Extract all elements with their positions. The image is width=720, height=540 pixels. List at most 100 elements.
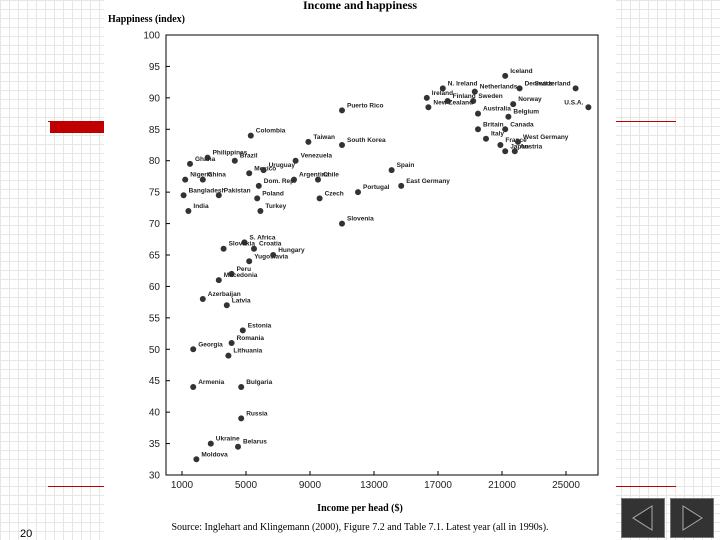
point-label: Belgium bbox=[513, 109, 539, 116]
data-point bbox=[470, 98, 477, 104]
point-label: New Zealand bbox=[433, 99, 473, 106]
data-point bbox=[502, 72, 509, 79]
data-point bbox=[228, 270, 235, 277]
point-label: Ireland bbox=[432, 90, 453, 97]
y-tick-label: 35 bbox=[149, 439, 161, 450]
point-label: Estonia bbox=[248, 322, 272, 329]
point-label: Bulgaria bbox=[246, 379, 272, 386]
point-label: Puerto Rico bbox=[347, 102, 384, 109]
data-point bbox=[215, 277, 222, 284]
y-axis-ticks: 30 35 40 45 50 55 60 65 70 75 80 85 90 95 100 bbox=[143, 31, 170, 482]
data-point bbox=[305, 138, 312, 145]
data-point bbox=[444, 98, 451, 104]
chart-figure: Income and happiness Happiness (index) 3… bbox=[104, 0, 616, 540]
y-tick-label: 55 bbox=[149, 313, 161, 324]
data-point bbox=[187, 160, 193, 167]
x-tick-label: 5000 bbox=[235, 480, 258, 491]
point-label: West Germany bbox=[523, 134, 569, 141]
point-label: Denmark bbox=[525, 80, 553, 87]
point-label: Peru bbox=[237, 266, 251, 273]
point-label: Slovakia bbox=[229, 241, 256, 248]
data-point bbox=[235, 443, 241, 450]
data-point bbox=[585, 104, 592, 111]
y-axis-title: Happiness (index) bbox=[108, 14, 185, 25]
data-point bbox=[255, 182, 262, 189]
point-label: Macedonia bbox=[224, 272, 258, 279]
point-label: Italy bbox=[491, 131, 504, 138]
data-point bbox=[225, 352, 232, 359]
data-point bbox=[185, 208, 192, 214]
point-label: Finland bbox=[453, 93, 476, 100]
data-point bbox=[207, 440, 214, 447]
data-point bbox=[239, 327, 246, 334]
point-label: Ghana bbox=[195, 156, 216, 163]
point-label: N. Ireland bbox=[448, 80, 478, 87]
point-label: Japan bbox=[510, 143, 529, 150]
point-label: Croatia bbox=[259, 241, 282, 248]
data-point bbox=[247, 132, 254, 139]
point-label: Russia bbox=[246, 410, 268, 417]
point-label: Australia bbox=[483, 106, 511, 113]
data-point bbox=[199, 176, 206, 183]
x-tick-label: 13000 bbox=[360, 480, 388, 491]
point-label: Canada bbox=[510, 121, 534, 128]
point-label: Poland bbox=[262, 190, 284, 197]
data-point bbox=[228, 340, 235, 346]
y-tick-label: 45 bbox=[149, 376, 161, 387]
data-point bbox=[316, 195, 323, 202]
point-label: Hungary bbox=[278, 247, 305, 254]
data-point bbox=[190, 384, 197, 390]
point-label: Iceland bbox=[510, 68, 532, 75]
y-tick-label: 85 bbox=[149, 125, 161, 136]
data-point bbox=[505, 113, 512, 120]
data-point bbox=[475, 126, 481, 133]
point-label: Lithuania bbox=[233, 348, 262, 355]
data-point bbox=[251, 245, 257, 252]
slide-number: 20 bbox=[20, 528, 33, 540]
point-label: Norway bbox=[518, 96, 542, 103]
data-point bbox=[439, 85, 446, 92]
data-point bbox=[231, 157, 238, 164]
point-label: Netherlands bbox=[480, 84, 518, 91]
data-point bbox=[238, 384, 245, 390]
data-point bbox=[388, 167, 395, 174]
point-label: Latvia bbox=[232, 297, 251, 304]
data-point bbox=[238, 415, 245, 422]
data-point bbox=[510, 101, 517, 108]
data-point bbox=[292, 157, 299, 164]
data-point bbox=[291, 176, 297, 183]
data-point bbox=[515, 138, 521, 145]
point-label: Ukraine bbox=[216, 436, 240, 443]
y-tick-label: 95 bbox=[149, 62, 161, 73]
point-label: Azerbaijan bbox=[208, 291, 241, 298]
data-point bbox=[511, 148, 518, 155]
data-point bbox=[502, 148, 509, 155]
data-point bbox=[425, 104, 432, 111]
data-point bbox=[398, 182, 405, 189]
triangle-right-icon bbox=[682, 505, 703, 531]
point-label: Czech bbox=[325, 190, 344, 197]
data-point bbox=[204, 154, 211, 161]
point-label: Romania bbox=[237, 335, 265, 342]
point-label: Moldova bbox=[201, 451, 228, 458]
previous-slide-button[interactable] bbox=[621, 498, 665, 538]
y-tick-label: 40 bbox=[149, 408, 161, 419]
point-label: Portugal bbox=[363, 184, 390, 191]
next-slide-button[interactable] bbox=[670, 498, 714, 538]
point-label: Pakistan bbox=[224, 187, 251, 194]
y-tick-label: 65 bbox=[149, 251, 161, 262]
point-label: Spain bbox=[397, 162, 415, 169]
x-tick-label: 25000 bbox=[552, 480, 580, 491]
point-label: U.S.A. bbox=[564, 99, 583, 106]
point-label: Chile bbox=[323, 172, 339, 179]
point-label: East Germany bbox=[406, 178, 450, 185]
y-tick-label: 50 bbox=[149, 345, 161, 356]
point-label: Philippines bbox=[213, 150, 248, 157]
data-point bbox=[339, 220, 345, 227]
data-point bbox=[182, 176, 189, 183]
data-point bbox=[339, 107, 345, 114]
data-point bbox=[516, 85, 523, 92]
chart-title: Income and happiness bbox=[303, 0, 417, 12]
point-label: Armenia bbox=[198, 379, 224, 386]
